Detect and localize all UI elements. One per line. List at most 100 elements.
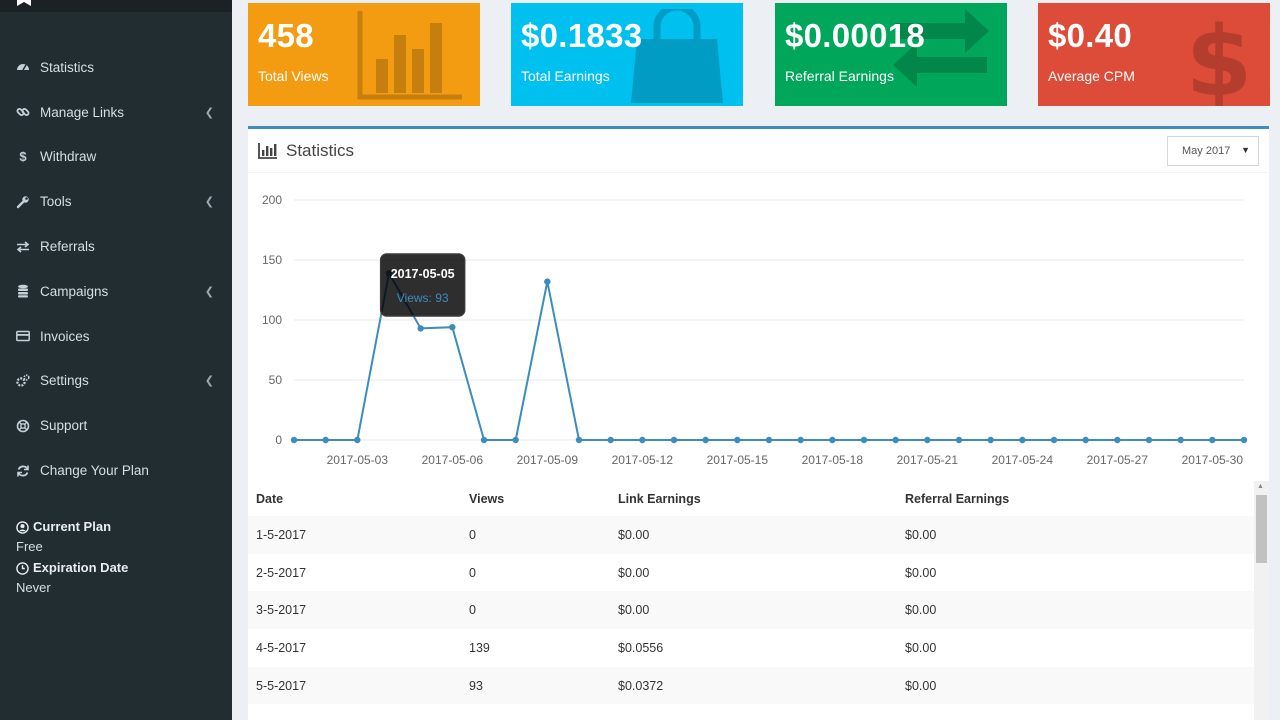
data-point	[860, 436, 868, 444]
table-row: 4-5-2017 139 $0.0556 $0.00	[248, 629, 1254, 667]
cell-link-earnings: $0.00	[618, 565, 650, 580]
month-select-value: May 2017	[1182, 145, 1231, 157]
cell-views: 0	[469, 565, 476, 580]
sidebar-item-label: Support	[40, 418, 88, 434]
data-point	[1082, 436, 1089, 444]
data-point	[354, 436, 361, 444]
data-point	[480, 436, 488, 444]
views-line-chart: 0 50 100 150 200 2017-05-03 2017-05-06 2017-05-…	[262, 193, 1248, 467]
y-tick-label: 50	[269, 373, 283, 387]
x-tick-label: 2017-05-18	[802, 453, 864, 467]
cell-link-earnings: $0.0372	[618, 678, 664, 693]
sidebar-item-referrals[interactable]: Referrals	[0, 224, 232, 269]
sidebar-item-change-plan[interactable]: Change Your Plan	[0, 448, 232, 493]
bar-chart-icon	[357, 11, 462, 100]
x-tick-label: 2017-05-24	[992, 453, 1054, 467]
x-tick-label: 2017-05-30	[1182, 453, 1244, 467]
current-plan-value: Free	[16, 539, 43, 555]
x-tick-label: 2017-05-21	[897, 453, 959, 467]
sidebar-item-statistics[interactable]: Statistics	[0, 45, 232, 90]
expiration-heading: Expiration Date	[16, 558, 232, 579]
data-point	[1145, 436, 1153, 444]
stat-value: $0.00018	[785, 17, 926, 54]
expiration-value: Never	[16, 580, 51, 596]
sidebar-item-support[interactable]: Support	[0, 403, 232, 448]
link-icon	[16, 105, 30, 119]
svg-text:$: $	[1186, 9, 1253, 106]
chevron-left-icon: ❮	[204, 375, 214, 388]
data-point	[639, 436, 646, 444]
cell-date: 2-5-2017	[256, 565, 307, 580]
stats-table: Date Views Link Earnings Referral Earnin…	[248, 481, 1254, 705]
clock-icon	[16, 561, 29, 575]
data-point	[512, 436, 519, 444]
sidebar-item-invoices[interactable]: Invoices	[0, 314, 232, 359]
cell-referral-earnings: $0.00	[905, 527, 937, 542]
data-point	[322, 436, 329, 444]
stat-label: Total Earnings	[521, 68, 610, 84]
stat-box-referral: $0.00018 Referral Earnings	[775, 3, 1007, 106]
data-point	[987, 436, 994, 444]
table-row: 3-5-2017 0 $0.00 $0.00	[248, 591, 1254, 630]
sidebar-item-tools[interactable]: Tools ❮	[0, 179, 232, 224]
y-tick-label: 150	[262, 253, 282, 267]
data-point	[955, 436, 963, 444]
data-point	[670, 436, 678, 444]
stat-label: Referral Earnings	[785, 68, 894, 84]
dashboard-icon	[16, 60, 30, 74]
panel-header: Statistics	[248, 129, 1269, 173]
refresh-icon	[16, 464, 30, 478]
cell-date: 5-5-2017	[256, 678, 307, 693]
cell-views: 93	[469, 678, 483, 693]
data-point	[1240, 436, 1248, 444]
x-tick-label: 2017-05-09	[517, 453, 579, 467]
sidebar-item-manage-links[interactable]: Manage Links ❮	[0, 90, 232, 135]
tooltip-date: 2017-05-05	[391, 267, 455, 281]
data-point	[290, 436, 298, 444]
data-point	[829, 436, 836, 444]
gears-icon	[16, 374, 30, 388]
y-tick-label: 200	[262, 193, 282, 207]
stat-value: $0.40	[1048, 17, 1133, 54]
table-scrollbar[interactable]: ▲	[1254, 481, 1269, 720]
chevron-left-icon: ❮	[204, 106, 214, 119]
sidebar-item-campaigns[interactable]: Campaigns ❮	[0, 269, 232, 314]
data-point	[575, 436, 583, 444]
sidebar-item-withdraw[interactable]: $ Withdraw	[0, 135, 232, 180]
data-point	[1114, 436, 1121, 444]
sidebar-item-label: Settings	[40, 373, 89, 389]
scrollbar-thumb[interactable]	[1256, 495, 1267, 563]
x-tick-label: 2017-05-15	[707, 453, 769, 467]
bookmark-icon	[17, 0, 31, 6]
column-header-views: Views	[469, 491, 505, 506]
dollar-icon: $	[19, 149, 27, 165]
sidebar-nav: Statistics Manage Links ❮ $ Withdraw Too…	[0, 12, 232, 493]
column-header-link-earnings: Link Earnings	[618, 491, 701, 506]
cell-views: 0	[469, 527, 476, 542]
data-point	[1177, 436, 1184, 444]
cell-date: 3-5-2017	[256, 603, 307, 618]
data-point	[797, 436, 804, 444]
cell-referral-earnings: $0.00	[905, 640, 937, 655]
cell-referral-earnings: $0.00	[905, 678, 937, 693]
data-point	[1050, 436, 1058, 444]
column-header-referral-earnings: Referral Earnings	[905, 491, 1010, 506]
current-plan-label: Current Plan	[33, 518, 112, 534]
panel-title: Statistics	[286, 140, 355, 160]
sidebar-item-label: Statistics	[40, 59, 95, 75]
sidebar-item-settings[interactable]: Settings ❮	[0, 359, 232, 404]
month-select[interactable]: May 2017 ▼	[1167, 136, 1259, 166]
data-point	[607, 436, 614, 444]
current-plan-heading: Current Plan	[16, 517, 232, 538]
x-tick-label: 2017-05-12	[612, 453, 674, 467]
scroll-up-icon[interactable]: ▲	[1257, 483, 1264, 490]
wrench-icon	[16, 195, 30, 209]
table-row: 2-5-2017 0 $0.00 $0.00	[248, 554, 1254, 592]
data-point	[417, 325, 424, 332]
cell-views: 139	[469, 640, 490, 655]
data-point	[765, 436, 773, 444]
exchange-icon	[16, 240, 30, 254]
stat-label: Total Views	[258, 68, 329, 84]
data-point	[734, 436, 741, 444]
life-ring-icon	[16, 419, 30, 433]
